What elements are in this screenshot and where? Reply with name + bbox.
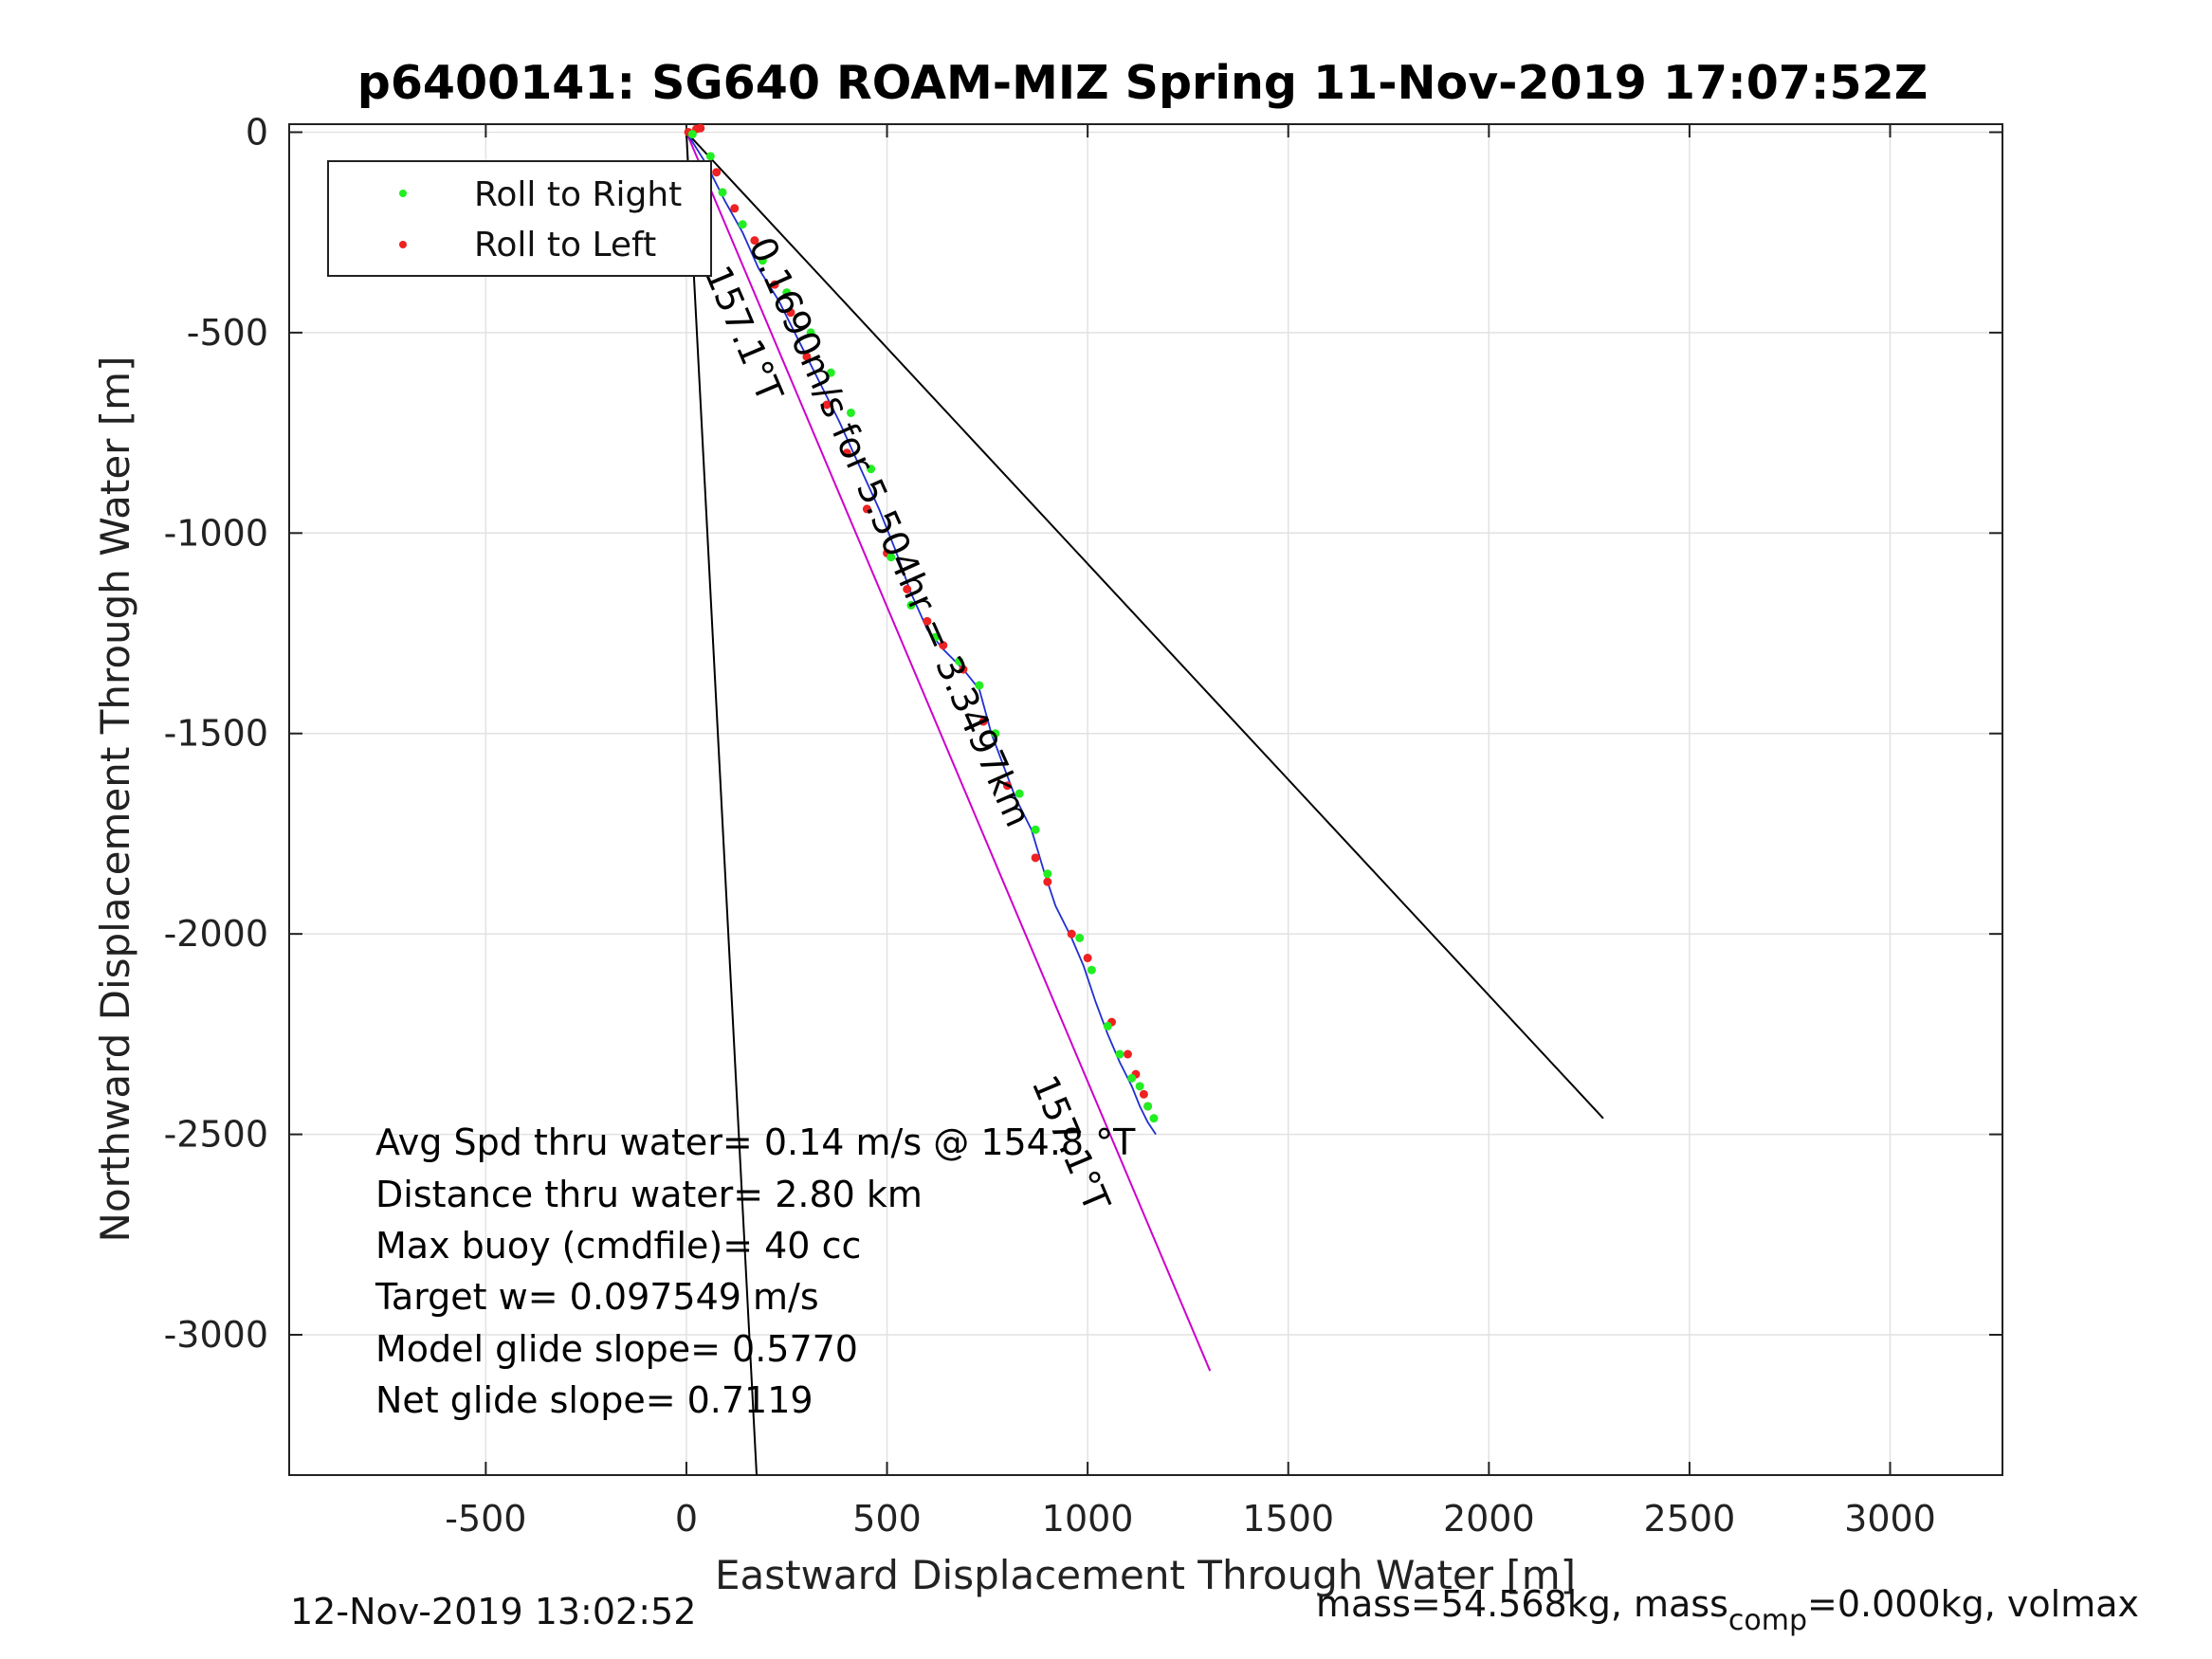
roll-right-point <box>1015 789 1024 798</box>
legend-marker-roll-right <box>399 190 407 197</box>
roll-right-point <box>718 188 727 197</box>
roll-right-point <box>806 328 815 337</box>
roll-right-point <box>906 600 916 610</box>
roll-left-point <box>939 641 948 650</box>
roll-left-point <box>923 616 932 626</box>
roll-right-point <box>687 130 697 139</box>
y-tick-label: -2000 <box>164 913 268 955</box>
roll-right-point <box>1115 1049 1124 1059</box>
roll-left-point <box>786 308 795 318</box>
roll-right-point <box>1143 1102 1153 1111</box>
roll-right-point <box>782 288 792 298</box>
stats-text-block: Avg Spd thru water= 0.14 m/s @ 154.8 °T … <box>375 1121 1136 1421</box>
roll-left-point <box>903 585 912 594</box>
roll-left-point <box>862 504 871 514</box>
grid <box>289 124 2002 1475</box>
roll-points <box>684 123 1159 1123</box>
stats-line-net-glide-slope: Net glide slope= 0.7119 <box>375 1379 814 1421</box>
roll-left-point <box>1031 853 1040 863</box>
roll-left-point <box>1139 1089 1148 1099</box>
annotations: 0.1690m/s for 5.504hr = 3.3497km157.1°T1… <box>697 231 1119 1218</box>
stats-line-distance: Distance thru water= 2.80 km <box>375 1174 923 1215</box>
x-tick-label: -500 <box>445 1498 526 1540</box>
stats-line-max-buoy: Max buoy (cmdfile)= 40 cc <box>375 1225 861 1267</box>
roll-right-point <box>1135 1082 1144 1091</box>
roll-right-point <box>1103 1021 1112 1030</box>
footer-timestamp: 12-Nov-2019 13:02:52 <box>290 1591 697 1632</box>
roll-right-point <box>867 465 876 474</box>
stats-line-model-glide-slope: Model glide slope= 0.5770 <box>375 1328 858 1370</box>
roll-right-point <box>1031 825 1040 834</box>
roll-left-point <box>1003 781 1013 791</box>
heading-annotation: 0.1690m/s for 5.504hr = 3.3497km <box>740 231 1039 833</box>
roll-left-point <box>730 204 740 213</box>
heading-lines <box>685 131 1604 1476</box>
plot-area-frame <box>288 123 2003 1476</box>
x-tick-label: 2000 <box>1443 1498 1535 1540</box>
y-tick-label: -1000 <box>164 512 268 554</box>
roll-right-point <box>846 408 855 417</box>
roll-left-point <box>1067 929 1076 939</box>
heading-line-magenta <box>686 132 1212 1372</box>
footer-mass-info: mass=54.568kg, masscomp=0.000kg, volmax <box>1316 1583 2139 1637</box>
y-tick-label: -2500 <box>164 1114 268 1156</box>
roll-left-point <box>822 400 832 410</box>
roll-left-point <box>750 236 759 246</box>
roll-left-point <box>1123 1049 1132 1059</box>
roll-right-point <box>826 368 835 377</box>
ticks: -500 0 500 1000 1500 2000 2500 3000 0 -500 -1000 -1… <box>164 111 2002 1540</box>
roll-right-point <box>1075 933 1085 942</box>
y-tick-label: -1500 <box>164 713 268 755</box>
roll-left-point <box>1083 954 1092 963</box>
roll-right-point <box>758 256 767 265</box>
chart-title: p6400141: SG640 ROAM-MIZ Spring 11-Nov-2… <box>357 56 1928 110</box>
x-tick-label: 3000 <box>1844 1498 1936 1540</box>
y-tick-label: -3000 <box>164 1314 268 1356</box>
x-tick-label: 1000 <box>1042 1498 1134 1540</box>
y-tick-label: 0 <box>246 111 268 153</box>
stats-line-avg-speed: Avg Spd thru water= 0.14 m/s @ 154.8 °T <box>375 1121 1136 1163</box>
legend: Roll to Right Roll to Left <box>327 160 712 277</box>
roll-right-point <box>705 152 715 161</box>
roll-left-point <box>959 665 968 674</box>
footer-mass-suffix: =0.000kg, volmax <box>1807 1583 2140 1625</box>
roll-right-point <box>1087 965 1096 975</box>
x-tick-label: 0 <box>675 1498 698 1540</box>
roll-right-point <box>1149 1114 1159 1123</box>
x-tick-label: 1500 <box>1242 1498 1334 1540</box>
x-tick-label: 2500 <box>1644 1498 1736 1540</box>
roll-right-point <box>955 657 964 666</box>
roll-right-point <box>738 220 747 229</box>
roll-left-point <box>842 448 851 458</box>
legend-marker-roll-left <box>399 241 407 248</box>
heading-line-black-left <box>685 132 759 1476</box>
roll-right-point <box>1043 869 1052 879</box>
roll-right-point <box>1127 1073 1137 1083</box>
stats-line-target-w: Target w= 0.097549 m/s <box>375 1276 819 1318</box>
roll-left-point <box>770 280 779 289</box>
y-axis-label: Northward Displacement Through Water [m] <box>92 356 138 1243</box>
roll-left-point <box>1043 877 1052 886</box>
footer-mass-subscript: comp <box>1728 1604 1808 1637</box>
roll-right-point <box>930 632 940 642</box>
x-axis-label: Eastward Displacement Through Water [m] <box>715 1552 1576 1598</box>
roll-left-point <box>712 168 722 177</box>
legend-box <box>327 160 712 277</box>
y-tick-label: -500 <box>187 312 268 354</box>
roll-left-point <box>696 123 705 133</box>
roll-right-point <box>975 681 984 690</box>
roll-left-point <box>802 352 812 361</box>
roll-right-point <box>887 553 896 562</box>
legend-label-roll-left: Roll to Left <box>474 226 656 264</box>
footer-mass-prefix: mass=54.568kg, mass <box>1316 1583 1728 1625</box>
roll-right-point <box>991 729 1000 738</box>
heading-line-black-right <box>686 131 1604 1120</box>
x-tick-label: 500 <box>852 1498 922 1540</box>
roll-left-point <box>978 717 988 726</box>
legend-label-roll-right: Roll to Right <box>474 175 682 214</box>
